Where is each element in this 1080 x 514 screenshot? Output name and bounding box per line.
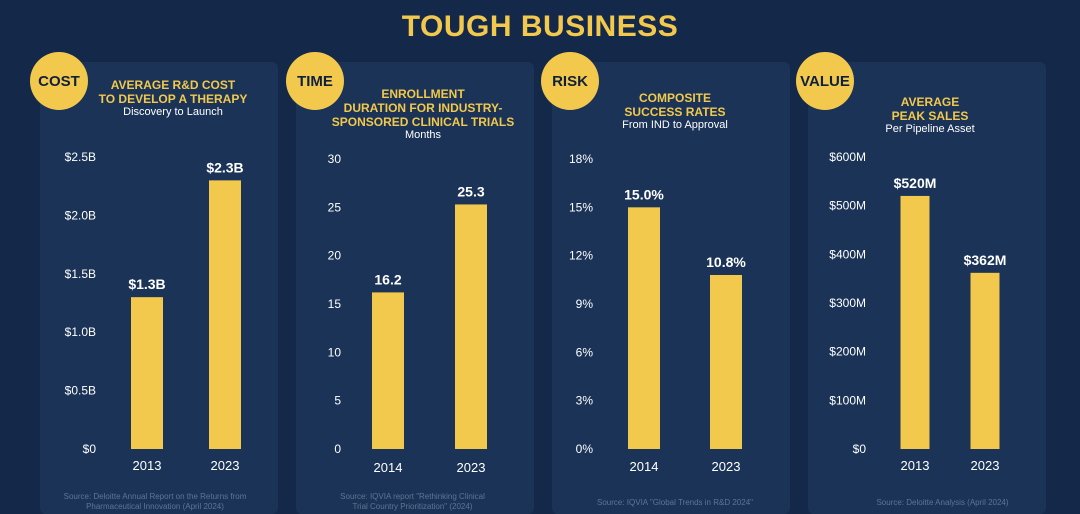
risk-badge: RISK [541, 52, 599, 110]
value-bar-2023 [970, 272, 1000, 449]
value-data-label: $362M [964, 252, 1007, 268]
value-ytick-label: $300M [829, 296, 866, 310]
time-title-line-2: DURATION FOR INDUSTRY- [343, 101, 503, 115]
risk-source: Source: IQVIA "Global Trends in R&D 2024… [560, 498, 790, 508]
value-title-line-2: PEAK SALES [891, 109, 969, 123]
value-subtitle: Per Pipeline Asset [885, 123, 975, 135]
risk-panel-title: COMPOSITE SUCCESS RATES From IND to Appr… [590, 91, 760, 132]
cost-ytick-label: $0.5B [65, 384, 96, 398]
risk-ytick-label: 12% [569, 249, 593, 263]
cost-source-line-2: Pharmaceutical Innovation (April 2024) [86, 502, 224, 511]
cost-source-line-1: Source: Deloitte Annual Report on the Re… [63, 492, 247, 501]
risk-ytick-label: 6% [576, 345, 594, 359]
cost-ytick-label: $0 [83, 442, 97, 456]
cost-ytick-label: $2.0B [65, 208, 96, 222]
value-ytick-label: $500M [829, 199, 866, 213]
panel-time [296, 62, 534, 514]
value-badge: VALUE [796, 52, 854, 110]
time-ytick-label: 15 [328, 297, 342, 311]
risk-ytick-label: 18% [569, 152, 593, 166]
time-ytick-label: 25 [328, 200, 342, 214]
risk-source-line-1: Source: IQVIA "Global Trends in R&D 2024… [597, 498, 753, 507]
value-ytick-label: $100M [829, 393, 866, 407]
cost-bar-2023 [209, 180, 241, 450]
cost-ytick-label: $1.0B [65, 325, 96, 339]
value-ytick-label: $0 [853, 442, 867, 456]
value-ytick-label: $200M [829, 345, 866, 359]
time-bar-2023 [455, 204, 487, 449]
time-subtitle: Months [404, 129, 442, 141]
time-ytick-label: 10 [328, 345, 342, 359]
value-bar-2013 [900, 195, 930, 449]
time-source: Source: IQVIA report "Rethinking Clinica… [305, 492, 520, 512]
risk-title-line-2: SUCCESS RATES [624, 105, 726, 119]
time-panel-title: ENROLLMENT DURATION FOR INDUSTRY- SPONSO… [318, 87, 528, 142]
risk-data-label: 15.0% [624, 186, 664, 202]
value-source-line-1: Source: Deloitte Analysis (April 2024) [876, 498, 1009, 507]
time-data-label: 16.2 [374, 271, 401, 287]
cost-ytick-label: $2.5B [65, 150, 96, 164]
cost-title-line-1: AVERAGE R&D COST [110, 78, 236, 92]
value-ytick-label: $400M [829, 247, 866, 261]
time-title-line-3: SPONSORED CLINICAL TRIALS [331, 115, 515, 129]
risk-title-line-1: COMPOSITE [638, 91, 711, 105]
risk-data-label: 10.8% [706, 254, 746, 270]
time-category-label: 2023 [457, 460, 486, 475]
risk-ytick-label: 9% [576, 297, 594, 311]
risk-category-label: 2014 [630, 459, 659, 474]
value-category-label: 2013 [901, 458, 930, 473]
time-source-line-1: Source: IQVIA report "Rethinking Clinica… [340, 492, 485, 501]
value-panel-title: AVERAGE PEAK SALES Per Pipeline Asset [845, 95, 1015, 136]
cost-data-label: $1.3B [128, 276, 165, 292]
value-title-line-1: AVERAGE [900, 95, 960, 109]
panel-risk [552, 62, 790, 514]
cost-ytick-label: $1.5B [65, 267, 96, 281]
time-title-line-1: ENROLLMENT [381, 87, 465, 101]
time-badge: TIME [286, 52, 344, 110]
risk-ytick-label: 15% [569, 200, 593, 214]
cost-category-label: 2013 [133, 458, 162, 473]
cost-badge: COST [30, 52, 88, 110]
risk-bar-2023 [710, 275, 742, 449]
value-category-label: 2023 [971, 458, 1000, 473]
time-ytick-label: 30 [328, 152, 342, 166]
time-ytick-label: 5 [334, 394, 341, 408]
cost-category-label: 2023 [211, 458, 240, 473]
time-bar-2014 [372, 292, 404, 449]
time-source-line-2: Trial Country Prioritization" (2024) [352, 502, 473, 511]
cost-title-line-2: TO DEVELOP A THERAPY [98, 92, 248, 106]
value-data-label: $520M [894, 175, 937, 191]
risk-category-label: 2023 [712, 459, 741, 474]
time-data-label: 25.3 [457, 183, 484, 199]
cost-data-label: $2.3B [206, 159, 243, 175]
risk-subtitle: From IND to Approval [622, 119, 728, 131]
time-ytick-label: 0 [334, 442, 341, 456]
time-category-label: 2014 [374, 460, 403, 475]
cost-subtitle: Discovery to Launch [123, 106, 223, 118]
page-title: TOUGH BUSINESS [401, 10, 679, 43]
cost-bar-2013 [131, 297, 163, 449]
time-ytick-label: 20 [328, 249, 342, 263]
value-source: Source: Deloitte Analysis (April 2024) [835, 498, 1050, 508]
cost-panel-title: AVERAGE R&D COST TO DEVELOP A THERAPY Di… [88, 78, 258, 119]
cost-source: Source: Deloitte Annual Report on the Re… [45, 492, 265, 512]
risk-ytick-label: 0% [576, 442, 594, 456]
value-ytick-label: $600M [829, 150, 866, 164]
risk-ytick-label: 3% [576, 394, 594, 408]
risk-bar-2014 [628, 207, 660, 449]
